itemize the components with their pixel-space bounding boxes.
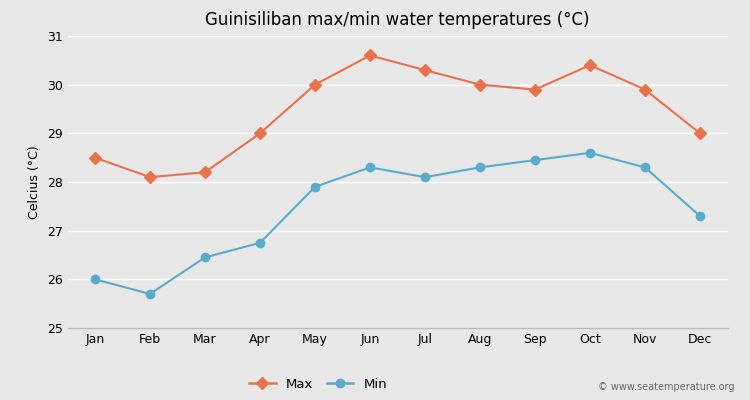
- Title: Guinisiliban max/min water temperatures (°C): Guinisiliban max/min water temperatures …: [206, 11, 590, 29]
- Legend: Max, Min: Max, Min: [244, 372, 392, 396]
- Y-axis label: Celcius (°C): Celcius (°C): [28, 145, 41, 219]
- Text: © www.seatemperature.org: © www.seatemperature.org: [598, 382, 735, 392]
